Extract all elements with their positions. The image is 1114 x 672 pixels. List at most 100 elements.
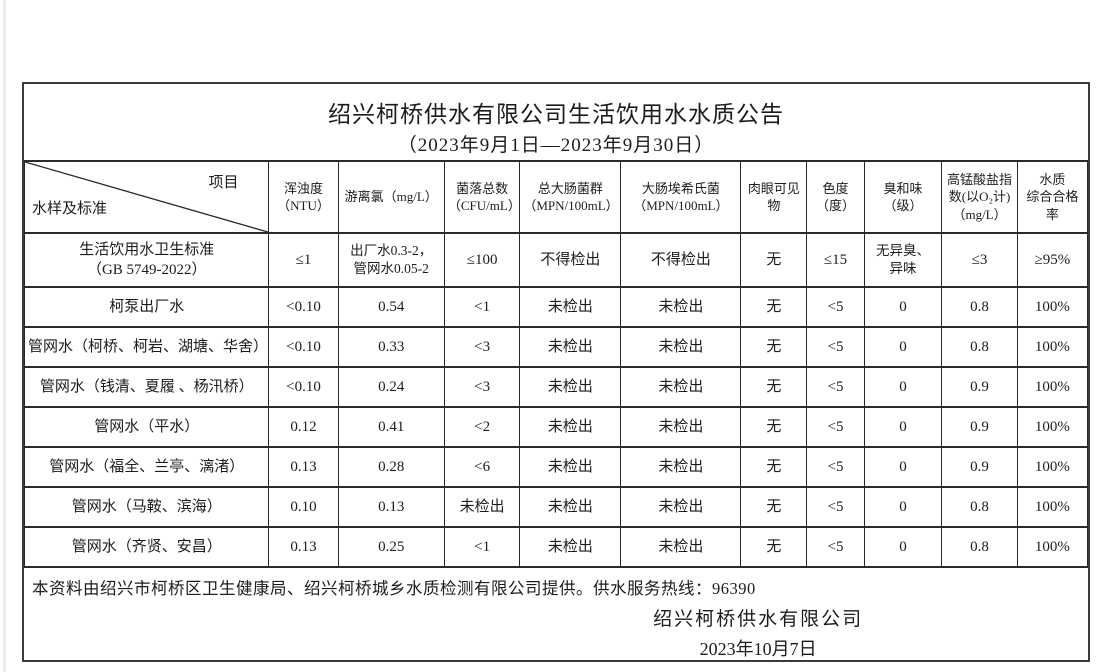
- table-cell: <3: [443, 326, 521, 369]
- table-cell: 未检出: [519, 446, 622, 489]
- table-cell: 100%: [1016, 286, 1089, 329]
- table-cell: 出厂水0.3-2， 管网水0.05-2: [337, 232, 445, 289]
- table-cell: 0.12: [268, 406, 339, 449]
- corner-label-item: 项目: [208, 175, 239, 191]
- column-header-permanganate: 高锰酸盐指数(以O₂计)（mg/L）: [941, 159, 1018, 235]
- diagonal-line-icon: [25, 162, 268, 232]
- table-cell: 0: [863, 406, 943, 449]
- row-label: 管网水（马鞍、滨海）: [23, 486, 270, 529]
- table-cell: 0: [863, 286, 943, 329]
- table-cell: <2: [443, 406, 521, 449]
- publish-date: 2023年10月7日: [699, 639, 817, 660]
- table-cell: 100%: [1016, 406, 1089, 449]
- table-cell: ≤1: [268, 232, 339, 289]
- column-header-total-coliform: 总大肠菌群 （MPN/100mL）: [519, 159, 622, 235]
- table-cell: 0.9: [941, 366, 1018, 409]
- table-cell: 无: [740, 366, 808, 409]
- table-cell: 未检出: [519, 406, 622, 449]
- table-cell: 未检出: [519, 526, 622, 569]
- row-label: 管网水（齐贤、安昌）: [23, 526, 270, 569]
- row-label: 管网水（平水）: [23, 406, 270, 449]
- table-cell: 0: [863, 486, 943, 529]
- table-row: 柯泵出厂水 <0.10 0.54 <1 未检出 未检出无 <5 0 0.8 100%: [23, 286, 1089, 329]
- table-cell: 未检出: [620, 366, 742, 409]
- table-cell: 0.33: [337, 326, 445, 369]
- corner-cell: 项目 水样及标准: [23, 159, 270, 235]
- column-header-visible-matter: 肉眼可见物: [740, 159, 808, 235]
- table-cell: 不得检出: [519, 232, 622, 289]
- table-cell: 未检出: [620, 526, 742, 569]
- table-cell: 0.8: [941, 326, 1018, 369]
- table-cell: 0.8: [941, 286, 1018, 329]
- header-row: 项目 水样及标准 浑浊度 （NTU） 游离氯（mg/L） 菌落总数 （CFU/m…: [23, 159, 1089, 235]
- table-cell: <5: [806, 366, 865, 409]
- table-cell: ≥95%: [1016, 232, 1089, 289]
- table-cell: 0.41: [337, 406, 445, 449]
- column-header-turbidity: 浑浊度 （NTU）: [268, 159, 339, 235]
- row-label: 生活饮用水卫生标准 （GB 5749-2022）: [23, 232, 270, 289]
- table-row: 管网水（柯桥、柯岩、湖塘、华舍） <0.10 0.33 <3 未检出 未检出无 <5 0 0.8…: [23, 326, 1089, 369]
- table-cell: 未检出: [620, 446, 742, 489]
- table-cell: 未检出: [620, 326, 742, 369]
- table-row: 管网水（马鞍、滨海） 0.10 0.13 未检出 未检出 未检出无 <5 0 0.8 100%: [23, 486, 1089, 529]
- table-row: 管网水（福全、兰亭、漓渚） 0.13 0.28 <6 未检出 未检出无 <5 0 0.9 100%: [23, 446, 1089, 489]
- table-cell: 0.9: [941, 446, 1018, 489]
- table-cell: 无: [740, 446, 808, 489]
- table-cell: 100%: [1016, 526, 1089, 569]
- announcement-sheet: 绍兴柯桥供水有限公司生活饮用水水质公告 （2023年9月1日—2023年9月30…: [22, 82, 1090, 662]
- row-label: 管网水（柯桥、柯岩、湖塘、华舍）: [23, 326, 270, 369]
- table-cell: <3: [443, 366, 521, 409]
- table-cell: 未检出: [519, 486, 622, 529]
- column-header-colony-count: 菌落总数 （CFU/mL）: [443, 159, 521, 235]
- table-cell: <5: [806, 326, 865, 369]
- table-cell: 100%: [1016, 326, 1089, 369]
- corner-label-sample: 水样及标准: [32, 200, 108, 217]
- table-cell: <5: [806, 486, 865, 529]
- table-cell: 0.9: [941, 406, 1018, 449]
- table-cell: <0.10: [268, 326, 339, 369]
- table-cell: 0.13: [268, 526, 339, 569]
- table-cell: 无异臭、 异味: [863, 232, 943, 289]
- table-row: 管网水（钱清、夏履 、杨汛桥） <0.10 0.24 <3 未检出 未检出无 <5 0 0.9 1…: [23, 366, 1089, 409]
- table-cell: 0: [863, 526, 943, 569]
- table-cell: 0.8: [941, 526, 1018, 569]
- column-header-chroma: 色度 （度）: [806, 159, 865, 235]
- page-title: 绍兴柯桥供水有限公司生活饮用水水质公告: [328, 102, 784, 127]
- table-cell: <5: [806, 406, 865, 449]
- table-cell: 未检出: [620, 286, 742, 329]
- table-cell: <5: [806, 286, 865, 329]
- column-header-pass-rate: 水质 综合合格率: [1016, 159, 1089, 235]
- table-cell: 0: [863, 366, 943, 409]
- table-cell: 0.25: [337, 526, 445, 569]
- table-cell: 无: [740, 326, 808, 369]
- table-cell: <5: [806, 446, 865, 489]
- table-cell: <5: [806, 526, 865, 569]
- table-cell: 100%: [1016, 366, 1089, 409]
- table-cell: 0.10: [268, 486, 339, 529]
- table-row: 管网水（平水） 0.12 0.41 <2 未检出 未检出无 <5 0 0.9 100%: [23, 406, 1089, 449]
- row-label: 管网水（钱清、夏履 、杨汛桥）: [23, 366, 270, 409]
- table-cell: 未检出: [443, 486, 521, 529]
- row-label: 柯泵出厂水: [23, 286, 270, 329]
- table-cell: <0.10: [268, 366, 339, 409]
- table-cell: 0.28: [337, 446, 445, 489]
- table-cell: 100%: [1016, 486, 1089, 529]
- table-cell: 0.13: [268, 446, 339, 489]
- table-cell: <1: [443, 526, 521, 569]
- table-cell: 不得检出: [620, 232, 742, 289]
- table-cell: 无: [740, 286, 808, 329]
- table-cell: 0: [863, 326, 943, 369]
- water-quality-table: 项目 水样及标准 浑浊度 （NTU） 游离氯（mg/L） 菌落总数 （CFU/m…: [23, 159, 1089, 569]
- column-header-ecoli: 大肠埃希氏菌 （MPN/100mL）: [620, 159, 742, 235]
- table-cell: 0.8: [941, 486, 1018, 529]
- table-cell: 未检出: [620, 486, 742, 529]
- table-body: 生活饮用水卫生标准 （GB 5749-2022） ≤1 出厂水0.3-2， 管网水0…: [23, 232, 1089, 569]
- table-cell: 未检出: [519, 326, 622, 369]
- table-cell: 0.24: [337, 366, 445, 409]
- table-cell: 未检出: [519, 286, 622, 329]
- left-edge-artifact: [3, 0, 6, 672]
- table-cell: 0: [863, 446, 943, 489]
- table-cell: 未检出: [620, 406, 742, 449]
- column-header-odor: 臭和味 （级）: [863, 159, 943, 235]
- table-cell: ≤3: [941, 232, 1018, 289]
